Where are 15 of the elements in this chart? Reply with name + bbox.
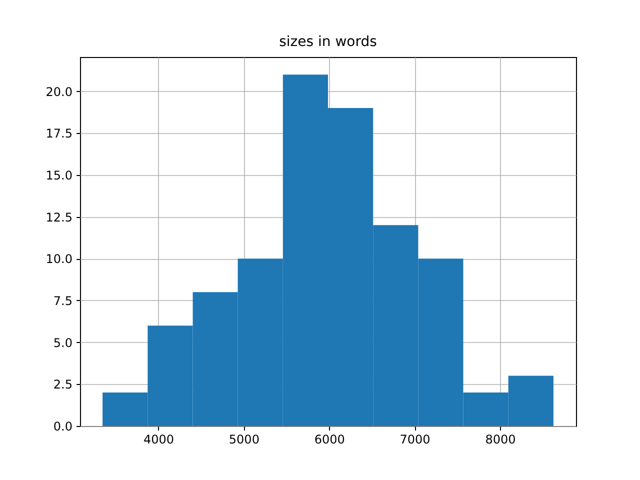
y-tick-label: 2.5 — [53, 378, 72, 392]
y-tick-label: 7.5 — [53, 294, 72, 308]
x-tick-label: 6000 — [314, 432, 345, 446]
y-tick-label: 0.0 — [53, 420, 72, 434]
y-tick-label: 15.0 — [46, 168, 72, 182]
x-tick-label: 7000 — [400, 432, 430, 446]
y-tick-label: 12.5 — [46, 210, 72, 224]
y-tick-label: 20.0 — [46, 84, 72, 99]
x-tick-label: 5000 — [228, 432, 260, 446]
x-tick-label: 4000 — [143, 432, 174, 446]
y-tick-label: 17.5 — [46, 126, 72, 141]
chart-title: sizes in words — [279, 34, 377, 50]
y-tick-label: 5.0 — [53, 336, 72, 350]
y-tick-label: 10.0 — [46, 252, 72, 266]
x-tick-label: 8000 — [485, 432, 516, 446]
